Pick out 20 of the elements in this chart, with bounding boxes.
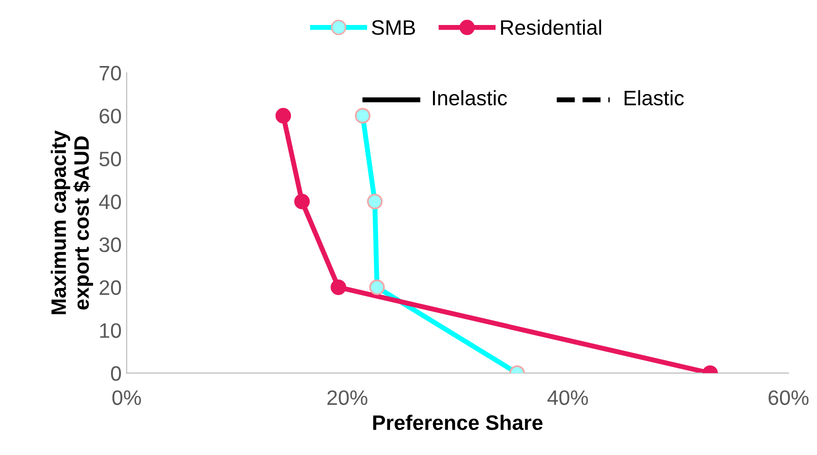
- x-tick-label: 0%: [112, 390, 141, 406]
- y-tick-label: 50: [99, 152, 121, 166]
- x-tick-label: 60%: [768, 390, 809, 406]
- x-axis-title: Preference Share: [373, 414, 543, 430]
- x-tick-label: 20%: [327, 390, 368, 406]
- annotation: Elastic: [624, 90, 684, 106]
- y-tick-label: 60: [100, 108, 121, 124]
- y-axis-title: Maximum capacity export cost $AUD: [50, 130, 94, 314]
- y-tick-label: 0: [111, 366, 121, 381]
- legend-label: Residential: [501, 20, 602, 35]
- x-tick-label: 40%: [547, 390, 588, 406]
- point: [275, 108, 292, 124]
- y-tick-label: 30: [99, 237, 121, 252]
- point: [294, 194, 310, 210]
- annotation: Inelastic: [432, 90, 507, 106]
- y-tick-label: 40: [99, 194, 121, 210]
- y-tick-label: 10: [100, 323, 121, 338]
- y-tick-label: 70: [100, 66, 121, 81]
- legend-label: SMB: [372, 20, 415, 35]
- y-tick-label: 20: [100, 280, 121, 296]
